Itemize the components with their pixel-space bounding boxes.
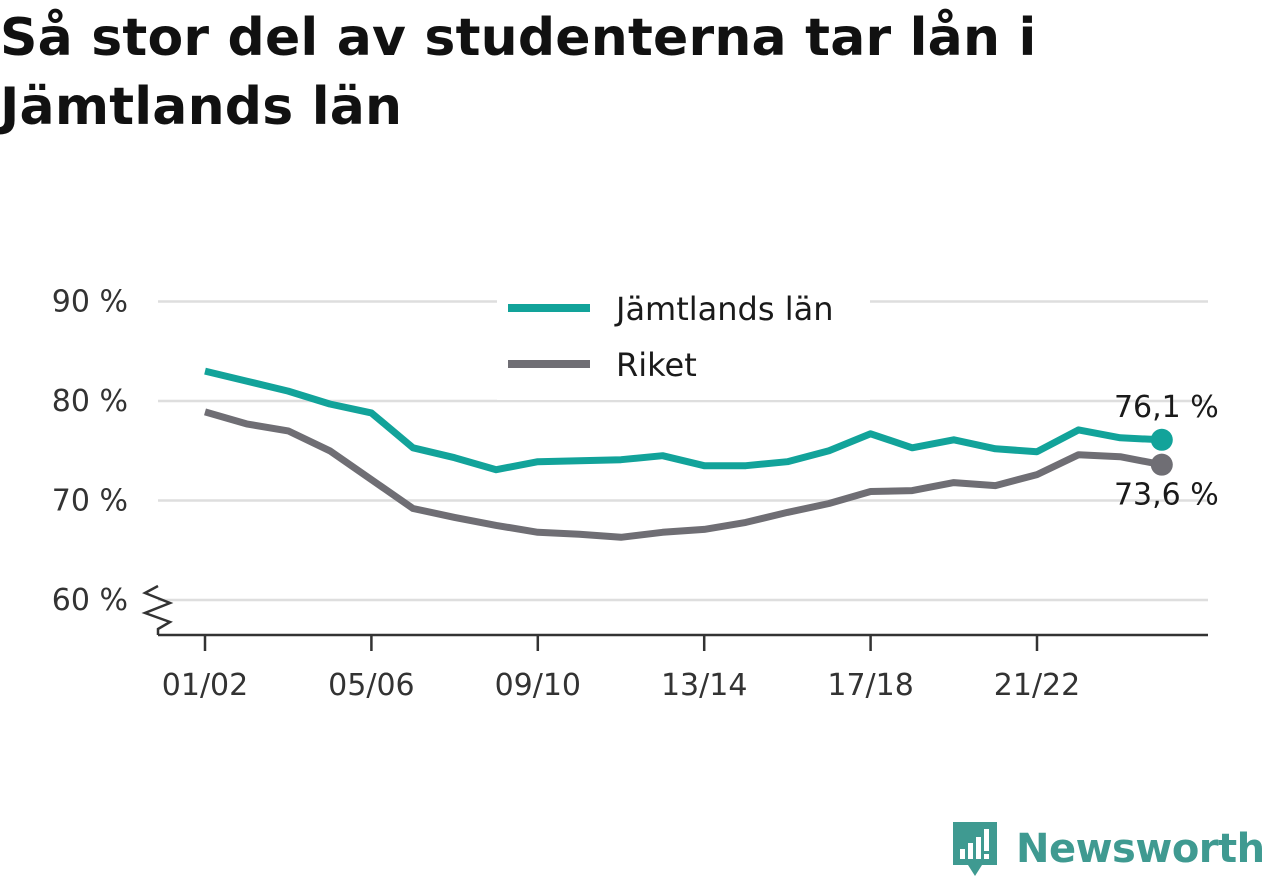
y-tick-label: 80 % [52,384,128,419]
series-end-point [1150,453,1173,476]
x-tick-label: 09/10 [495,668,581,703]
legend-label: Jämtlands län [614,290,833,328]
series-end-label: 73,6 % [1114,478,1219,513]
series-end-labels: 76,1 % 73,6 % [1114,390,1219,513]
y-tick-label: 60 % [52,583,128,618]
chart-title: Så stor del av studenterna tar lån i Jäm… [0,8,1037,137]
newsworthy-logo: Newsworthy [950,818,1262,880]
axes [141,584,1208,651]
axis-break-icon [141,584,174,635]
y-tick-label: 90 % [52,285,128,320]
y-tick-label: 70 % [52,484,128,519]
series-lines [204,367,1163,541]
y-axis-tick-labels: 60 % 70 % 80 % 90 % [52,285,128,619]
x-tick-label: 05/06 [328,668,414,703]
series-end-label: 76,1 % [1114,390,1219,425]
x-tick-label: 17/18 [827,668,913,703]
x-tick-label: 13/14 [661,668,747,703]
series-end-point [1150,428,1173,451]
legend-label: Riket [616,346,697,384]
x-tick-label: 21/22 [994,668,1080,703]
series-line [204,408,1163,541]
brand-name: Newsworthy [1016,826,1262,872]
series-end-points [1150,428,1173,476]
x-axis-tick-labels: 01/02 05/06 09/10 13/14 17/18 21/22 [162,668,1080,703]
series-line [204,367,1162,474]
newsworthy-logo-icon [953,822,997,876]
x-tick-label: 01/02 [162,668,248,703]
legend: Jämtlands län Riket [497,287,870,400]
